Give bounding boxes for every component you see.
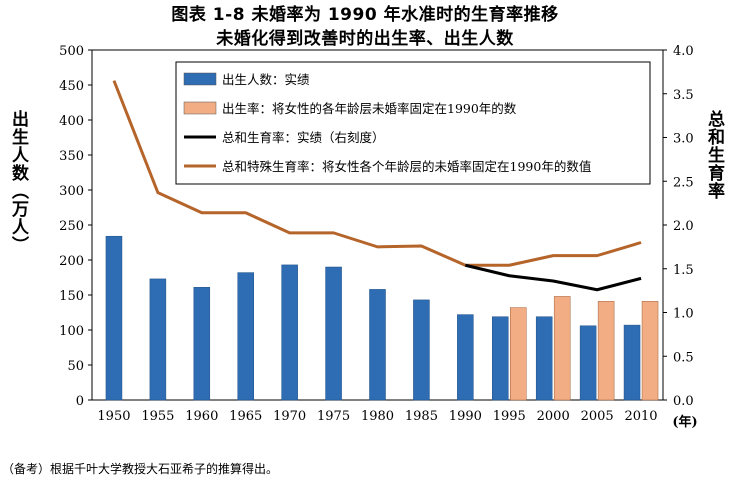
legend-label: 总和特殊生育率：将女性各个年龄层的未婚率固定在1990年的数值 (222, 159, 591, 174)
y-right-tick-label: 1.0 (673, 307, 694, 322)
y-left-tick-label: 50 (67, 359, 84, 374)
bar-births-actual (369, 289, 386, 401)
x-tick-label: 2010 (624, 409, 657, 424)
bar-births-fixed-1990 (597, 301, 615, 401)
footnote: （备考）根据千叶大学教授大石亚希子的推算得出。 (2, 462, 279, 476)
y-right-tick-label: 3.5 (673, 88, 694, 103)
x-tick-label: 1950 (97, 409, 130, 424)
x-tick-label: 1990 (449, 409, 482, 424)
legend: 出生人数：实绩出生率：将女性的各年龄层未婚率固定在1990年的数总和生育率：实绩… (175, 61, 651, 185)
x-tick-label: 2005 (581, 409, 614, 424)
chart-title: 图表 1-8 未婚率为 1990 年水准时的生育率推移 (171, 5, 559, 25)
legend-label: 出生率：将女性的各年龄层未婚率固定在1990年的数 (222, 101, 517, 116)
legend-box (175, 61, 651, 185)
y-left-tick-label: 500 (59, 44, 84, 59)
y-right-tick-label: 3.0 (673, 132, 694, 147)
line-tfr-fixed-1990 (112, 80, 642, 267)
y-right-tick-label: 2.0 (673, 219, 694, 234)
bar-births-actual (623, 324, 641, 401)
chart-subtitle: 未婚化得到改善时的出生率、出生人数 (216, 29, 514, 49)
y-left-tick-label: 400 (59, 114, 84, 129)
bar-births-actual (579, 325, 597, 401)
legend-label: 总和生育率：实绩（右刻度） (222, 130, 385, 145)
x-tick-label: 1980 (361, 409, 394, 424)
y-left-tick-label: 100 (59, 324, 84, 339)
legend-label: 出生人数：实绩 (222, 72, 310, 87)
x-tick-label: 1975 (317, 409, 350, 424)
bar-births-actual (535, 316, 553, 401)
line-tfr-actual (464, 263, 642, 292)
y-right-tick-label: 0.0 (673, 394, 694, 409)
bar-births-fixed-1990 (510, 307, 527, 401)
bar-births-actual (413, 299, 430, 401)
y-right-tick-label: 4.0 (673, 44, 694, 59)
bar-births-fixed-1990 (641, 301, 659, 401)
bar-births-actual (492, 316, 509, 401)
x-tick-label: 1985 (405, 409, 438, 424)
y-right-tick-label: 1.5 (673, 263, 694, 278)
x-tick-label: 1965 (229, 409, 262, 424)
x-tick-label: 1955 (141, 409, 174, 424)
x-tick-label: 1970 (273, 409, 306, 424)
bar-births-actual (193, 287, 211, 401)
legend-swatch (183, 72, 217, 86)
bar-births-actual (237, 272, 254, 401)
y-left-tick-label: 0 (76, 394, 84, 409)
bar-births-actual (149, 278, 167, 401)
bar-births-actual (281, 264, 298, 401)
y-left-tick-label: 200 (59, 254, 84, 269)
y-left-tick-label: 300 (59, 184, 84, 199)
y-right-tick-label: 0.5 (673, 350, 694, 365)
x-tick-label: 1995 (493, 409, 526, 424)
y-left-tick-label: 150 (59, 289, 84, 304)
x-tick-label: 1960 (185, 409, 218, 424)
y-left-tick-label: 250 (59, 219, 84, 234)
y-left-tick-label: 450 (59, 79, 84, 94)
bar-births-fixed-1990 (553, 296, 571, 401)
bar-births-actual (325, 266, 342, 401)
legend-swatch (183, 101, 217, 115)
y-right-tick-label: 2.5 (673, 175, 694, 190)
bar-births-actual (105, 235, 123, 401)
y-left-tick-label: 350 (59, 149, 84, 164)
x-tick-label: 2000 (537, 409, 570, 424)
x-axis-unit: (年) (672, 414, 697, 430)
y-axis-left-label: 出生人数（万人） (8, 110, 28, 254)
y-axis-right-label: 总和生育率 (704, 110, 724, 200)
bar-births-actual (457, 314, 474, 401)
